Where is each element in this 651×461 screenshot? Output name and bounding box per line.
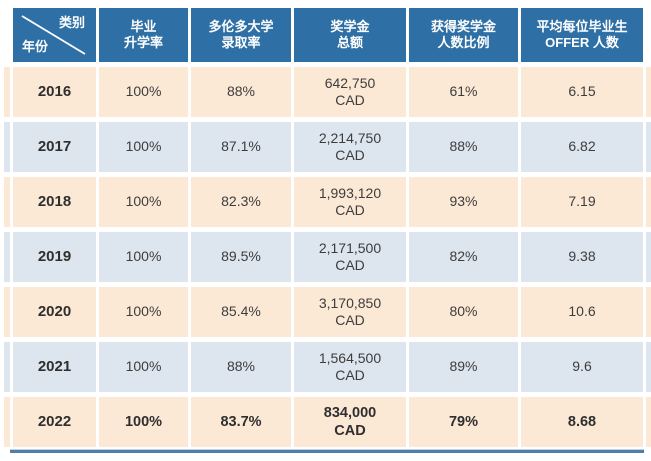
row-left-sliver bbox=[4, 177, 10, 227]
scholarship-total-cell: 834,000 CAD bbox=[294, 397, 406, 447]
header-avg-offers: 平均每位毕业生 OFFER 人数 bbox=[521, 8, 643, 62]
scholarship-ratio-cell: 80% bbox=[409, 287, 518, 337]
table-row: 2017 100% 87.1% 2,214,750 CAD 88% 6.82 bbox=[4, 122, 651, 172]
row-right-sliver bbox=[646, 397, 651, 447]
scholarship-total-cell: 1,993,120 CAD bbox=[294, 177, 406, 227]
table-bottom-border bbox=[10, 450, 644, 453]
row-right-sliver bbox=[646, 232, 651, 282]
advancement-rate-cell: 100% bbox=[99, 342, 188, 392]
row-left-sliver bbox=[4, 397, 10, 447]
scholarship-ratio-cell: 79% bbox=[409, 397, 518, 447]
avg-offers-cell: 9.38 bbox=[521, 232, 643, 282]
row-right-sliver bbox=[646, 342, 651, 392]
advancement-rate-cell: 100% bbox=[99, 177, 188, 227]
avg-offers-cell: 7.19 bbox=[521, 177, 643, 227]
header-uoft-admission-rate: 多伦多大学 录取率 bbox=[191, 8, 291, 62]
year-cell: 2019 bbox=[13, 232, 96, 282]
table-row: 2019 100% 89.5% 2,171,500 CAD 82% 9.38 bbox=[4, 232, 651, 282]
uoft-admission-rate-cell: 89.5% bbox=[191, 232, 291, 282]
advancement-rate-cell: 100% bbox=[99, 67, 188, 117]
scholarship-total-cell: 1,564,500 CAD bbox=[294, 342, 406, 392]
uoft-admission-rate-cell: 88% bbox=[191, 342, 291, 392]
row-left-sliver bbox=[4, 287, 10, 337]
avg-offers-cell: 6.82 bbox=[521, 122, 643, 172]
table-row: 2018 100% 82.3% 1,993,120 CAD 93% 7.19 bbox=[4, 177, 651, 227]
uoft-admission-rate-cell: 87.1% bbox=[191, 122, 291, 172]
avg-offers-cell: 8.68 bbox=[521, 397, 643, 447]
table-row: 2020 100% 85.4% 3,170,850 CAD 80% 10.6 bbox=[4, 287, 651, 337]
table-header-row: 类别 年份 毕业 升学率 多伦多大学 录取率 奖学金 总额 获得奖学金 人数比例… bbox=[4, 8, 651, 62]
row-left-sliver bbox=[4, 67, 10, 117]
avg-offers-cell: 6.15 bbox=[521, 67, 643, 117]
corner-header-cell: 类别 年份 bbox=[13, 8, 96, 62]
scholarship-ratio-cell: 93% bbox=[409, 177, 518, 227]
header-scholarship-total: 奖学金 总额 bbox=[294, 8, 406, 62]
scholarship-ratio-cell: 61% bbox=[409, 67, 518, 117]
corner-label-category: 类别 bbox=[58, 15, 85, 30]
uoft-admission-rate-cell: 83.7% bbox=[191, 397, 291, 447]
row-right-sliver bbox=[646, 177, 651, 227]
advancement-rate-cell: 100% bbox=[99, 232, 188, 282]
avg-offers-cell: 9.6 bbox=[521, 342, 643, 392]
row-right-sliver bbox=[646, 287, 651, 337]
row-left-sliver bbox=[4, 122, 10, 172]
avg-offers-cell: 10.6 bbox=[521, 287, 643, 337]
table-row: 2021 100% 88% 1,564,500 CAD 89% 9.6 bbox=[4, 342, 651, 392]
row-left-sliver bbox=[4, 232, 10, 282]
row-left-sliver bbox=[4, 342, 10, 392]
year-cell: 2016 bbox=[13, 67, 96, 117]
corner-label-year: 年份 bbox=[22, 38, 49, 54]
uoft-admission-rate-cell: 88% bbox=[191, 67, 291, 117]
header-advancement-rate: 毕业 升学率 bbox=[99, 8, 188, 62]
row-right-sliver bbox=[646, 122, 651, 172]
year-cell: 2021 bbox=[13, 342, 96, 392]
scholarship-total-cell: 2,171,500 CAD bbox=[294, 232, 406, 282]
advancement-rate-cell: 100% bbox=[99, 287, 188, 337]
scholarship-total-cell: 2,214,750 CAD bbox=[294, 122, 406, 172]
row-right-sliver bbox=[646, 67, 651, 117]
scholarship-ratio-cell: 88% bbox=[409, 122, 518, 172]
diagonal-divider-icon bbox=[21, 15, 86, 55]
advancement-rate-cell: 100% bbox=[99, 122, 188, 172]
year-cell: 2022 bbox=[13, 397, 96, 447]
scholarship-total-cell: 642,750 CAD bbox=[294, 67, 406, 117]
year-cell: 2017 bbox=[13, 122, 96, 172]
year-cell: 2018 bbox=[13, 177, 96, 227]
scholarship-ratio-cell: 82% bbox=[409, 232, 518, 282]
uoft-admission-rate-cell: 85.4% bbox=[191, 287, 291, 337]
header-scholarship-ratio: 获得奖学金 人数比例 bbox=[409, 8, 518, 62]
year-cell: 2020 bbox=[13, 287, 96, 337]
advancement-rate-cell: 100% bbox=[99, 397, 188, 447]
scholarship-ratio-cell: 89% bbox=[409, 342, 518, 392]
table-row: 2022 100% 83.7% 834,000 CAD 79% 8.68 bbox=[4, 397, 651, 447]
scholarship-total-cell: 3,170,850 CAD bbox=[294, 287, 406, 337]
table-row: 2016 100% 88% 642,750 CAD 61% 6.15 bbox=[4, 67, 651, 117]
uoft-admission-rate-cell: 82.3% bbox=[191, 177, 291, 227]
